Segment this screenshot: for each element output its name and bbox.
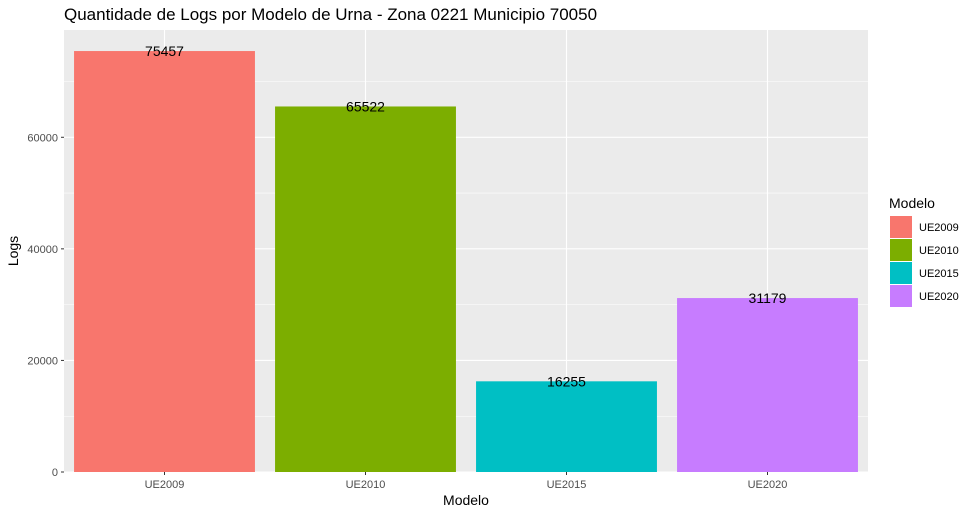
bar-ue2015 bbox=[476, 381, 657, 472]
bar-ue2009 bbox=[74, 51, 255, 473]
x-tick-label: UE2015 bbox=[547, 479, 587, 491]
data-label: 31179 bbox=[749, 290, 787, 306]
data-label: 16255 bbox=[547, 373, 586, 389]
bar-ue2010 bbox=[275, 106, 456, 472]
legend-item-label: UE2009 bbox=[919, 222, 959, 234]
legend-item-label: UE2020 bbox=[919, 291, 959, 303]
legend: Modelo UE2009 UE2010 UE2015 UE2020 bbox=[889, 195, 959, 307]
legend-items: UE2009 UE2010 UE2015 UE2020 bbox=[890, 216, 959, 307]
x-axis: UE2009 UE2010 UE2015 UE2020 bbox=[145, 472, 788, 491]
y-axis-title: Logs bbox=[5, 236, 21, 266]
x-tick-label: UE2020 bbox=[748, 479, 788, 491]
x-tick-label: UE2009 bbox=[145, 479, 185, 491]
legend-swatch bbox=[890, 216, 912, 238]
legend-swatch bbox=[890, 285, 912, 307]
legend-item-label: UE2015 bbox=[919, 268, 959, 280]
y-tick-label: 40000 bbox=[27, 244, 58, 256]
y-tick-label: 20000 bbox=[27, 355, 58, 367]
data-label: 75457 bbox=[145, 43, 184, 59]
y-tick-label: 0 bbox=[52, 467, 58, 479]
y-axis: 0 20000 40000 60000 bbox=[27, 132, 64, 479]
bars-group bbox=[74, 51, 858, 473]
legend-swatch bbox=[890, 239, 912, 261]
legend-title: Modelo bbox=[889, 195, 935, 211]
data-labels-group: 75457 65522 16255 31179 bbox=[145, 43, 787, 389]
x-axis-title: Modelo bbox=[443, 492, 489, 508]
data-label: 65522 bbox=[346, 98, 385, 114]
bar-ue2020 bbox=[677, 298, 858, 472]
legend-item-label: UE2010 bbox=[919, 245, 959, 257]
chart-title: Quantidade de Logs por Modelo de Urna - … bbox=[64, 5, 597, 24]
x-tick-label: UE2010 bbox=[346, 479, 386, 491]
legend-swatch bbox=[890, 262, 912, 284]
y-tick-label: 60000 bbox=[27, 132, 58, 144]
